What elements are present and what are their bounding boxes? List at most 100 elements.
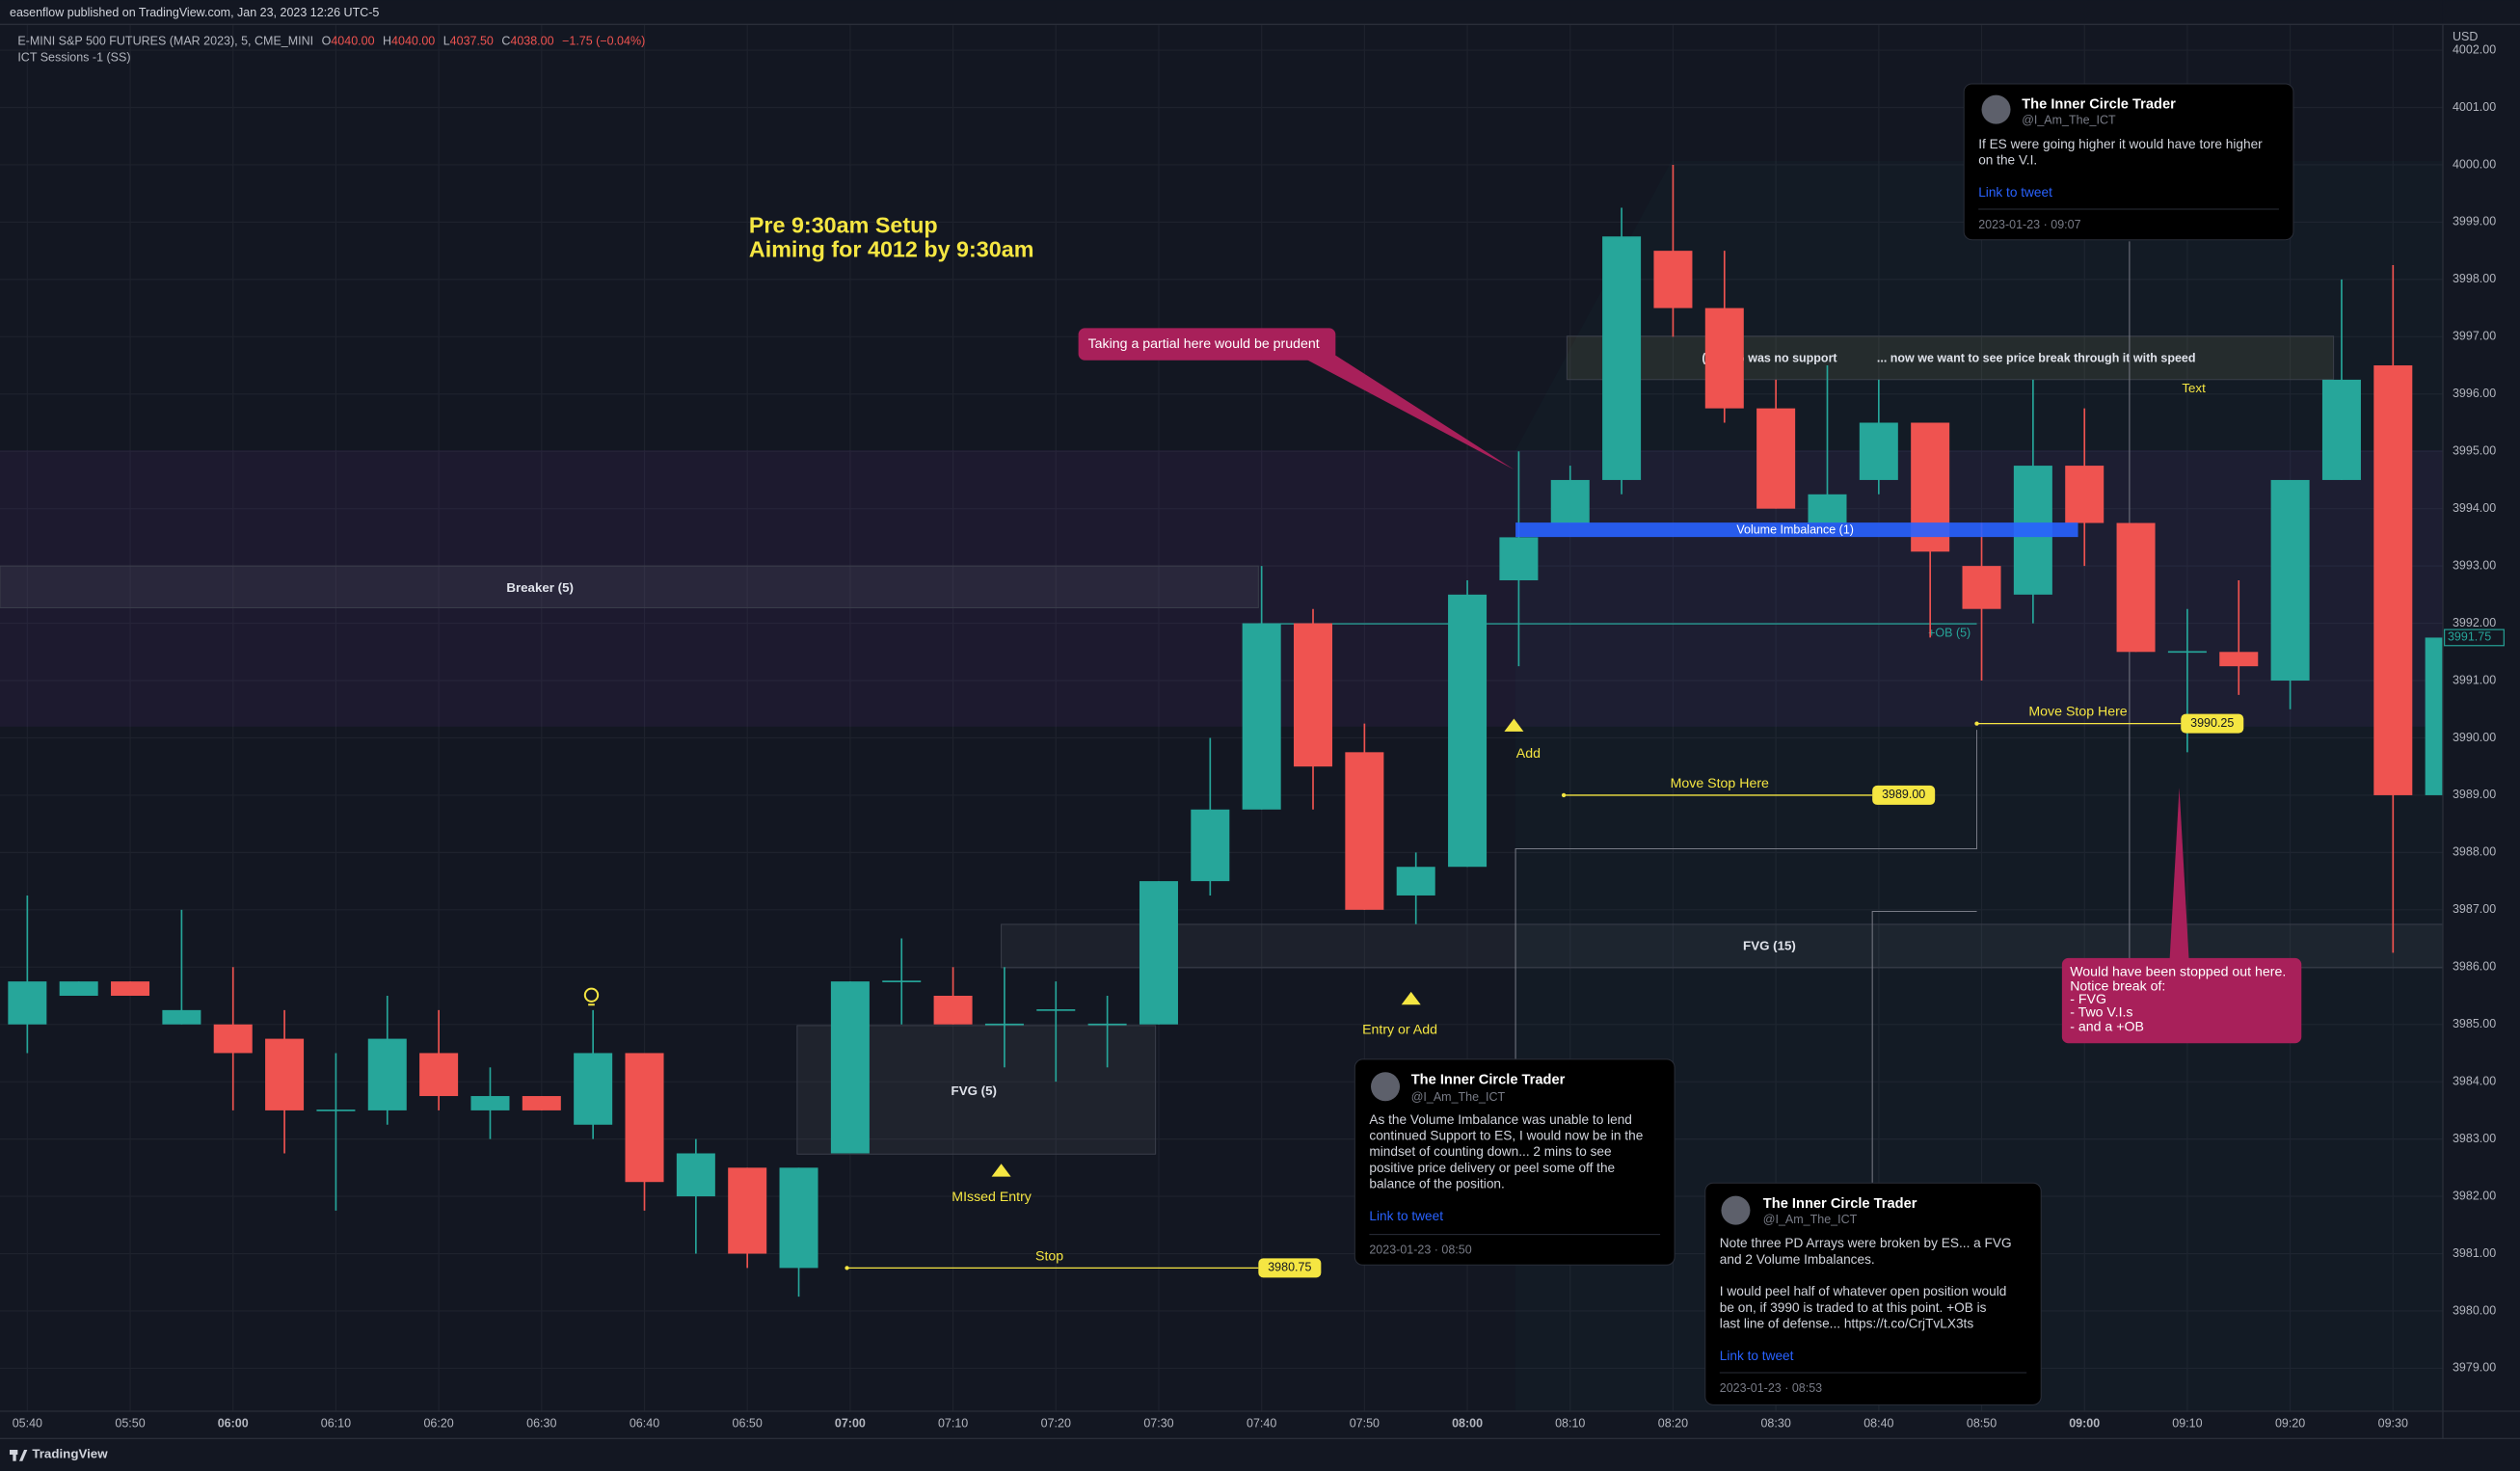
candle-body — [1448, 594, 1488, 868]
tweet-link[interactable]: Link to tweet — [1369, 1209, 1443, 1223]
x-tick-label: 06:20 — [423, 1417, 453, 1431]
tweet-text: Note three PD Arrays were broken by ES..… — [1720, 1236, 2012, 1250]
x-tick-label: 09:20 — [2275, 1417, 2305, 1431]
candles — [8, 164, 2464, 1297]
y-tick-label: 3998.00 — [2453, 272, 2496, 285]
callout-text: - and a +OB — [2070, 1019, 2144, 1034]
y-tick-label: 3984.00 — [2453, 1074, 2496, 1087]
candle-body — [8, 981, 47, 1025]
volume-imbalance — [1515, 522, 2078, 538]
levels: Stop 3980.75 Move Stop Here 3989.00 Move Sto… — [844, 705, 2244, 1278]
tweet-text: mindset of counting down... 2 mins to se… — [1369, 1144, 1611, 1159]
level-label: Move Stop Here — [2028, 705, 2127, 720]
last-price-label: 3991.75 — [2448, 630, 2491, 644]
x-tick-label: 06:40 — [630, 1417, 659, 1431]
brand: TradingView — [32, 1447, 108, 1461]
candle-body — [779, 1167, 818, 1269]
x-tick-label: 08:20 — [1658, 1417, 1688, 1431]
y-tick-label: 4001.00 — [2453, 100, 2496, 114]
level-price: 3980.75 — [1268, 1261, 1311, 1274]
x-tick-label: 07:30 — [1143, 1417, 1173, 1431]
candle-body — [316, 1110, 356, 1111]
setup-title: Aiming for 4012 by 9:30am — [749, 237, 1034, 262]
marker-label: Add — [1516, 746, 1541, 762]
candle-body — [1653, 251, 1693, 308]
candle-body — [1139, 881, 1178, 1025]
tweet-text: continued Support to ES, I would now be … — [1369, 1129, 1643, 1143]
x-tick-label: 06:00 — [218, 1417, 249, 1431]
x-tick-label: 05:40 — [13, 1417, 42, 1431]
connector — [1515, 730, 1978, 1061]
fvg-top-zone — [1566, 335, 2335, 381]
publisher: easenflow published on TradingView.com, … — [10, 6, 379, 19]
callout-pointer — [2169, 788, 2189, 960]
candle-body — [1499, 537, 1539, 580]
callout-text: Notice break of: — [2070, 979, 2165, 995]
x-tick-label: 06:10 — [321, 1417, 351, 1431]
candle-body — [2167, 651, 2207, 654]
candle-body — [1242, 623, 1281, 810]
y-tick-label: 3982.00 — [2453, 1189, 2496, 1202]
last-price-box — [2444, 629, 2505, 647]
candle-body — [367, 1038, 407, 1110]
tweet-text: be on, if 3990 is traded to at this poin… — [1720, 1300, 1987, 1315]
y-tick-label: 3994.00 — [2453, 501, 2496, 515]
tweet-handle: @I_Am_The_ICT — [1763, 1213, 1858, 1226]
x-tick-label: 06:30 — [526, 1417, 556, 1431]
candle-body — [830, 981, 870, 1154]
candle-body — [2373, 365, 2413, 795]
x-tick-label: 05:50 — [115, 1417, 145, 1431]
symbol-line: E-MINI S&P 500 FUTURES (MAR 2023), 5, CM… — [17, 35, 645, 48]
x-tick-label: 07:40 — [1247, 1417, 1276, 1431]
breaker-zone — [0, 565, 1259, 608]
breaker-label: Breaker (5) — [506, 580, 574, 595]
candle-body — [1602, 236, 1642, 480]
indicator: ICT Sessions -1 (SS) — [17, 51, 130, 65]
tweet-link[interactable]: Link to tweet — [1720, 1349, 1794, 1363]
candle-body — [2065, 466, 2104, 523]
x-tick-label: 06:50 — [733, 1417, 763, 1431]
level-label: Move Stop Here — [1671, 776, 1769, 791]
tweet-text: As the Volume Imbalance was unable to le… — [1369, 1112, 1632, 1127]
text-label: Text — [2182, 381, 2206, 395]
currency: USD — [2453, 30, 2478, 43]
candle-body — [1396, 867, 1435, 896]
candle-body — [574, 1053, 613, 1125]
tweet-text: positive price delivery or peel some off… — [1369, 1161, 1615, 1175]
callout — [2061, 957, 2302, 1044]
setup-title: Pre 9:30am Setup — [749, 213, 938, 238]
candle-body — [1756, 408, 1796, 509]
y-tick-label: 3995.00 — [2453, 444, 2496, 458]
x-tick-label: 09:00 — [2069, 1417, 2100, 1431]
callout-text: Taking a partial here would be prudent — [1088, 336, 1320, 352]
x-tick-label: 08:10 — [1555, 1417, 1585, 1431]
marker-label: Entry or Add — [1362, 1023, 1437, 1038]
y-tick-label: 4002.00 — [2453, 42, 2496, 56]
candle-body — [1087, 1023, 1127, 1026]
ohlc-key: O — [322, 35, 332, 48]
candle-body — [1036, 1009, 1076, 1011]
y-tick-label: 3980.00 — [2453, 1303, 2496, 1317]
price-axis — [2442, 0, 2520, 1439]
candle-body — [213, 1024, 253, 1054]
level-price: 3989.00 — [1882, 788, 1925, 801]
tweet-text: balance of the position. — [1369, 1177, 1504, 1191]
ob-label: +OB (5) — [1928, 626, 1970, 639]
fvg-top-right-label: ... now we want to see price break throu… — [1877, 351, 2196, 364]
tweet-card: The Inner Circle Trader @I_Am_The_ICT If… — [1963, 83, 2294, 241]
tweet-name: The Inner Circle Trader — [1411, 1072, 1566, 1087]
candle-body — [676, 1153, 715, 1197]
connector — [1871, 911, 1977, 1184]
fvg5-label: FVG (5) — [952, 1083, 997, 1098]
candle-body — [984, 1023, 1024, 1026]
tweet-link[interactable]: Link to tweet — [1978, 185, 2052, 200]
tweet-date: 2023-01-23 · 08:50 — [1369, 1244, 1471, 1257]
y-tick-label: 3985.00 — [2453, 1017, 2496, 1030]
candle-body — [2321, 379, 2361, 480]
ohlc-value: 4040.00 — [391, 35, 435, 48]
marker — [1504, 718, 1524, 732]
fvg15-label: FVG (15) — [1743, 939, 1796, 953]
tweet-box — [1704, 1182, 2042, 1405]
tweet-box — [1354, 1058, 1676, 1266]
lightbulb-icon — [583, 987, 600, 1006]
